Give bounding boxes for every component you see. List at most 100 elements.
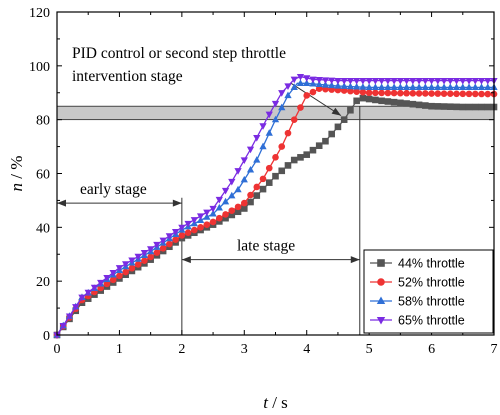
data-point — [147, 246, 155, 253]
data-point — [272, 172, 279, 180]
data-point — [390, 98, 398, 106]
data-point — [103, 280, 111, 288]
data-point — [240, 157, 248, 165]
data-point — [340, 77, 348, 85]
data-point — [359, 77, 367, 85]
data-point — [334, 123, 342, 131]
data-point — [234, 203, 242, 211]
data-point — [471, 77, 479, 85]
data-point — [246, 146, 255, 154]
data-point — [178, 224, 186, 232]
data-point — [103, 274, 111, 282]
data-point — [315, 80, 323, 88]
data-point — [453, 103, 460, 111]
data-point — [297, 104, 304, 111]
data-point — [353, 88, 360, 95]
data-point — [353, 97, 360, 105]
data-point — [296, 79, 305, 86]
data-point — [409, 100, 417, 108]
data-point — [221, 197, 230, 205]
arrow-head-left — [181, 256, 191, 264]
data-point — [471, 103, 479, 111]
data-point — [428, 102, 435, 110]
data-point — [190, 217, 198, 224]
data-point — [334, 82, 342, 89]
data-point — [403, 100, 410, 107]
data-point — [415, 90, 423, 97]
arrow-head-right — [350, 256, 360, 264]
data-point — [353, 77, 361, 85]
data-point — [72, 304, 80, 311]
x-axis-label: t / s — [263, 393, 288, 412]
data-point — [372, 89, 379, 97]
y-axis-unit: / % — [7, 156, 26, 183]
pid-stage-label-line1: PID control or second step throttle — [72, 45, 286, 62]
data-point — [365, 77, 373, 85]
data-point — [378, 89, 385, 97]
data-point — [396, 77, 404, 85]
data-point — [353, 82, 361, 90]
data-point — [396, 83, 404, 91]
data-point — [459, 103, 467, 111]
data-point — [409, 90, 417, 97]
data-point — [477, 83, 486, 91]
data-point — [290, 116, 298, 123]
data-point — [278, 103, 286, 111]
data-point — [371, 83, 380, 91]
data-point — [147, 253, 154, 261]
data-point — [402, 83, 411, 91]
y-tick-label: 40 — [36, 221, 50, 236]
arrow-shaft — [290, 82, 342, 117]
x-axis-unit: / s — [268, 393, 288, 412]
data-point — [184, 229, 192, 237]
data-point — [477, 77, 486, 85]
data-point — [228, 211, 236, 219]
y-tick-label: 0 — [43, 329, 50, 344]
data-point — [415, 101, 423, 109]
data-point — [452, 83, 461, 91]
data-point — [203, 213, 211, 220]
data-point — [153, 249, 161, 256]
data-point — [453, 90, 460, 98]
legend: 44% throttle 52% throttle 58% throttle 65% … — [363, 249, 494, 334]
data-point — [347, 106, 354, 114]
data-point — [397, 89, 404, 97]
data-point — [253, 183, 261, 191]
series-65-throttle — [53, 73, 498, 339]
data-point — [222, 214, 229, 222]
data-point — [447, 90, 454, 98]
data-point — [165, 233, 174, 240]
data-point — [296, 73, 305, 81]
data-point — [359, 94, 367, 102]
data-point — [59, 322, 67, 330]
data-point — [347, 87, 354, 95]
data-point — [334, 77, 342, 85]
data-point — [271, 115, 280, 123]
y-tick-label: 20 — [36, 275, 50, 290]
data-point — [265, 129, 273, 136]
legend-marker — [376, 316, 386, 325]
x-tick-label: 0 — [54, 342, 61, 357]
y-tick-label: 120 — [29, 6, 50, 21]
legend-entry: 52% throttle — [398, 276, 465, 290]
data-point — [452, 77, 461, 85]
data-point — [290, 83, 298, 91]
data-point — [259, 142, 267, 150]
data-point — [115, 265, 124, 272]
data-point — [122, 268, 129, 276]
data-point — [221, 187, 230, 195]
data-point — [384, 89, 392, 97]
data-point — [265, 164, 273, 172]
data-point — [141, 257, 148, 265]
data-point — [215, 203, 223, 211]
data-point — [178, 232, 186, 239]
x-tick-label: 4 — [303, 342, 310, 357]
data-point — [484, 90, 492, 98]
legend-box — [363, 249, 494, 334]
data-point — [166, 240, 173, 248]
data-point — [465, 90, 473, 98]
data-point — [440, 77, 448, 85]
data-point — [359, 83, 367, 90]
data-point — [90, 284, 99, 292]
data-point — [365, 89, 373, 97]
